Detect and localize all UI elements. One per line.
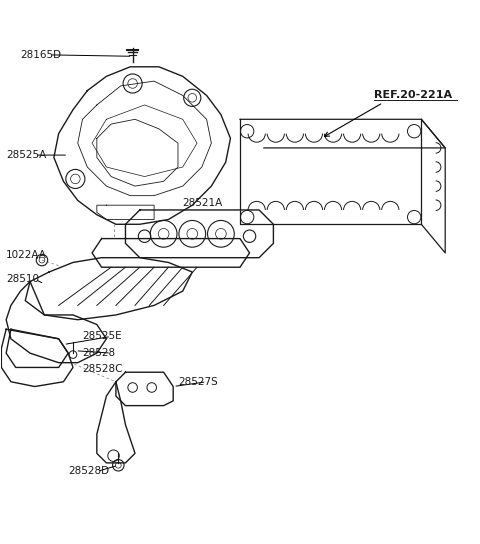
Polygon shape <box>116 372 173 406</box>
Text: 28521A: 28521A <box>183 198 223 208</box>
Text: 28525A: 28525A <box>6 150 47 160</box>
Polygon shape <box>1 329 73 387</box>
Text: REF.20-221A: REF.20-221A <box>373 90 452 101</box>
Polygon shape <box>6 282 107 363</box>
Polygon shape <box>240 119 445 148</box>
Polygon shape <box>54 67 230 224</box>
Polygon shape <box>240 119 421 224</box>
Text: 28165D: 28165D <box>21 50 61 60</box>
Polygon shape <box>97 382 135 463</box>
Polygon shape <box>421 119 445 253</box>
Text: 28528D: 28528D <box>68 466 109 477</box>
Text: 1022AA: 1022AA <box>6 250 47 260</box>
Text: 28525E: 28525E <box>83 331 122 342</box>
Text: 28527S: 28527S <box>178 377 218 387</box>
Text: 28528C: 28528C <box>83 364 123 374</box>
Polygon shape <box>125 210 274 258</box>
Polygon shape <box>6 329 68 367</box>
Polygon shape <box>25 258 192 320</box>
Text: 28510: 28510 <box>6 274 39 284</box>
Text: 28528: 28528 <box>83 348 116 358</box>
Polygon shape <box>92 239 250 267</box>
